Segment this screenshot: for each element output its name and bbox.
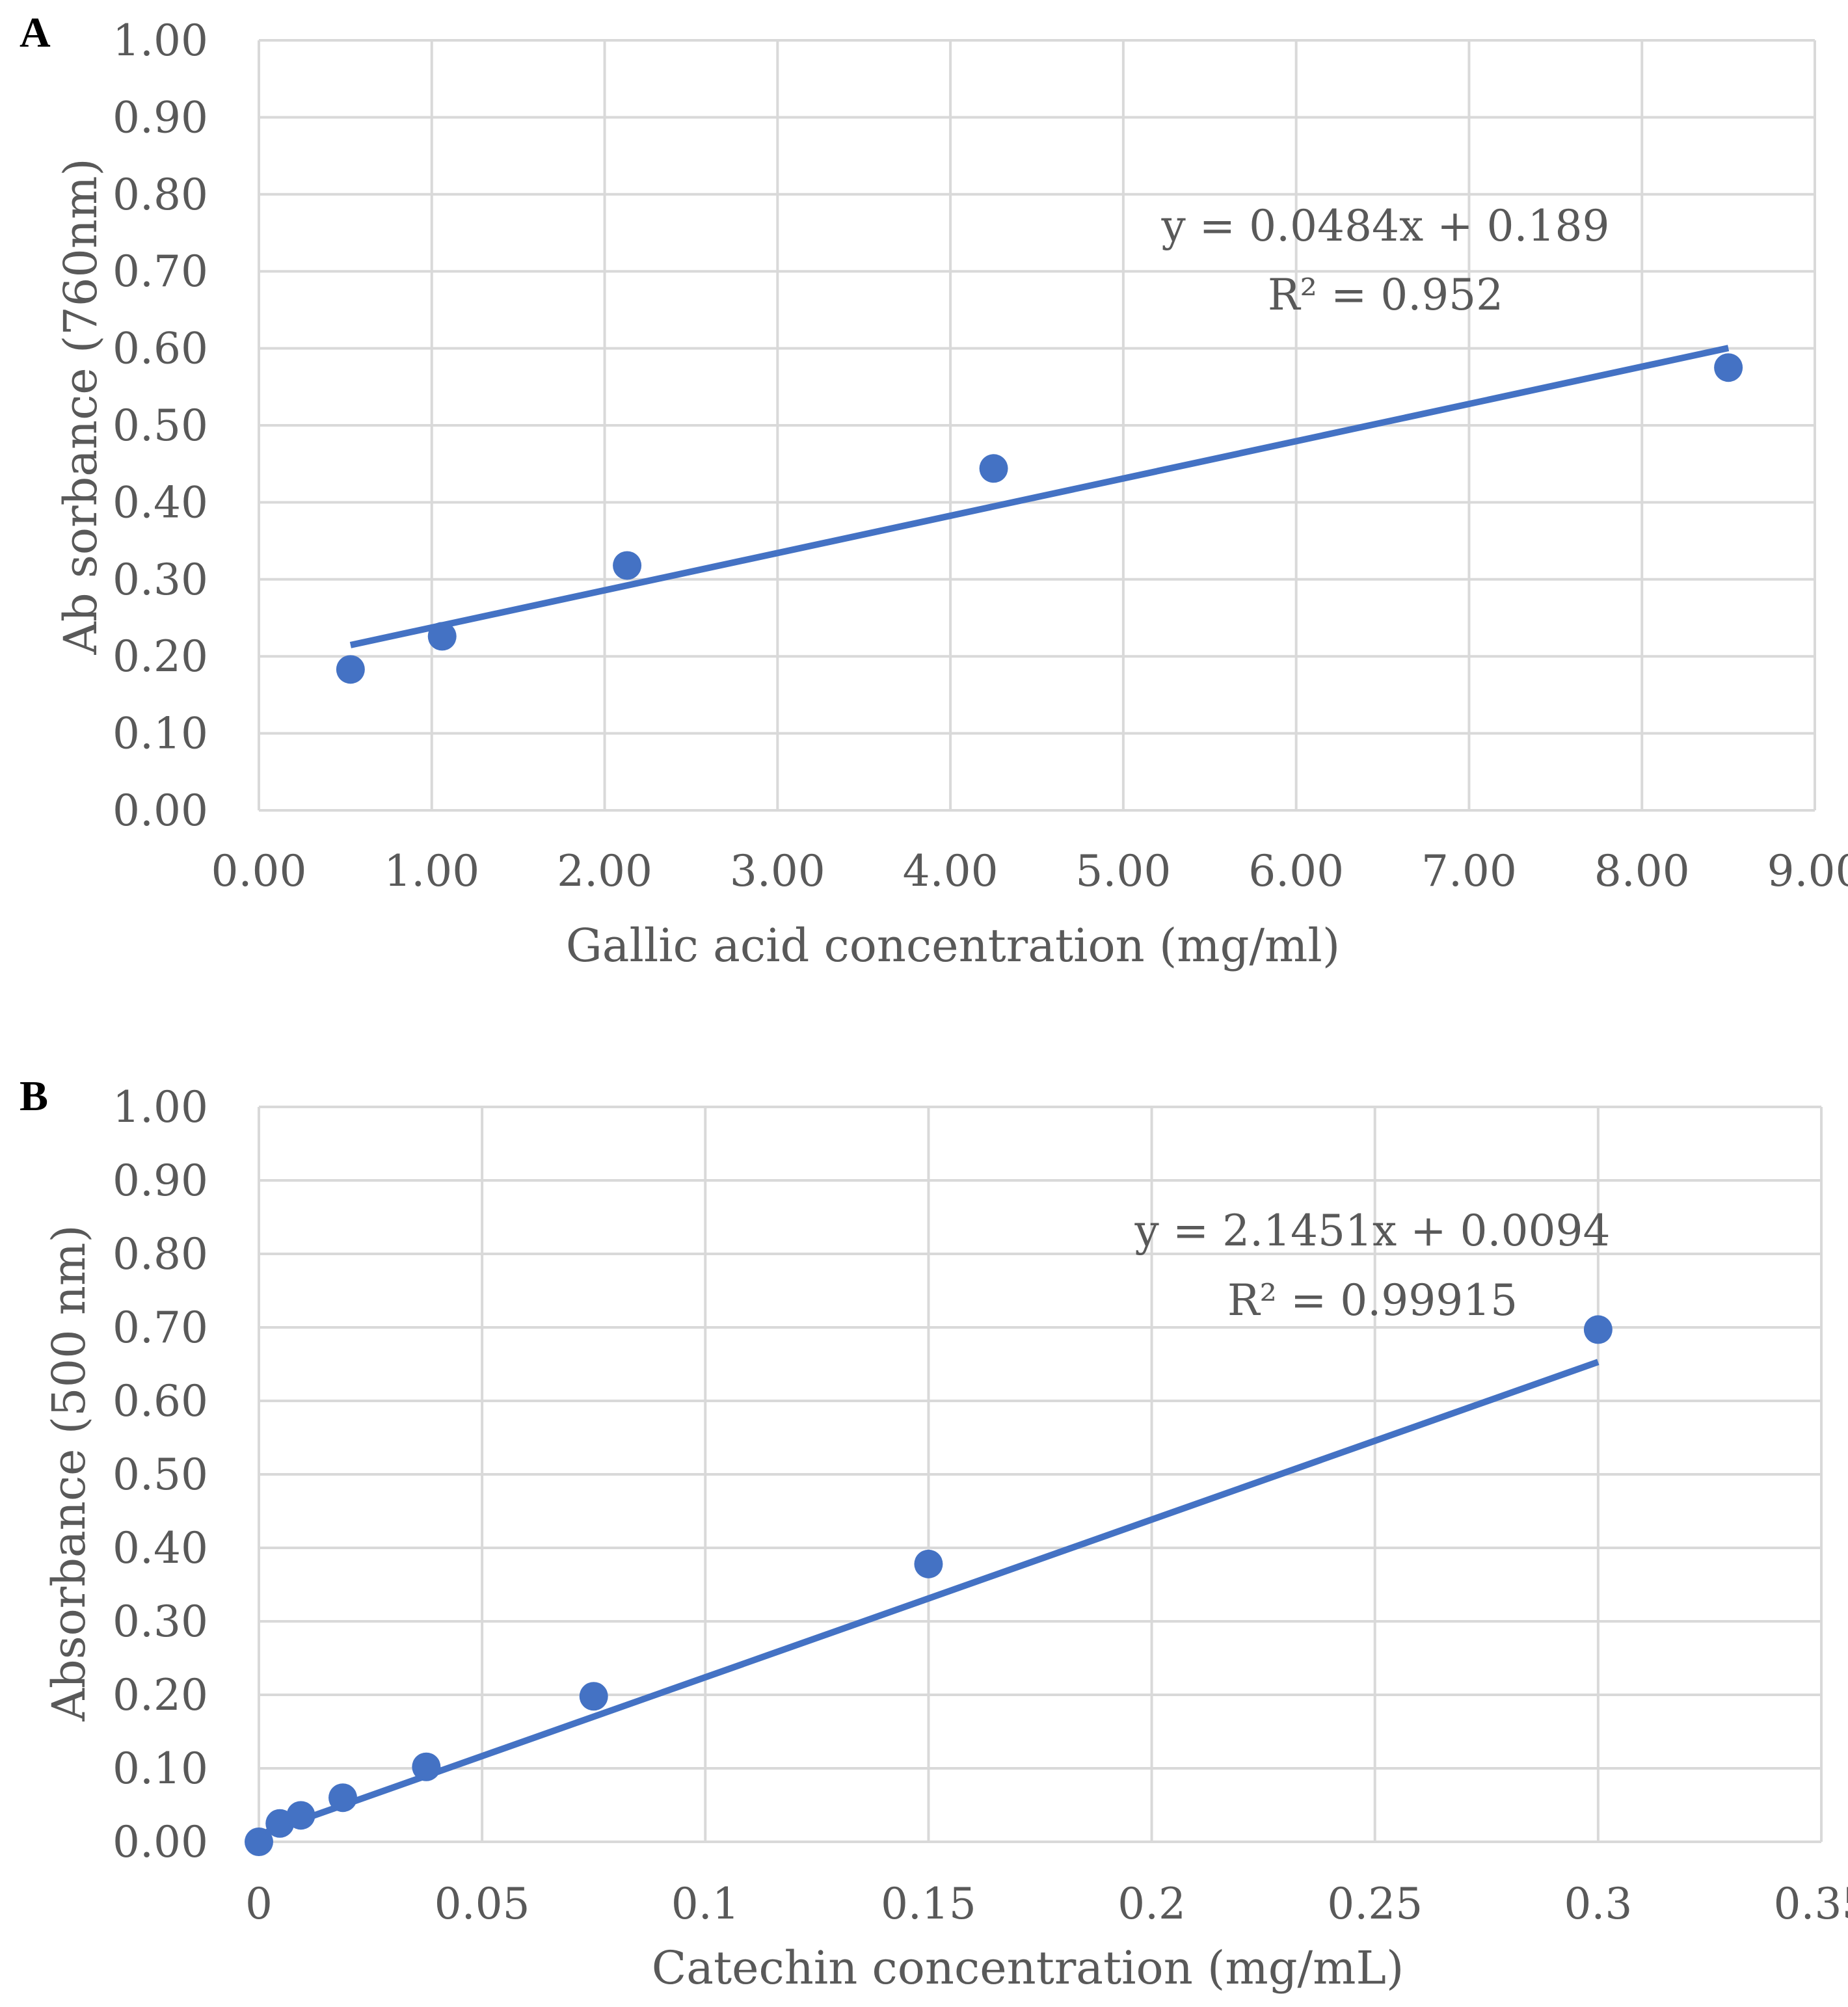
panel-b-chart: B 0 0.05 0.1 0.15 0.2 0.25 0.3 0.35 0.00 0.10 0.2… (20, 1072, 1848, 1995)
panel-b-y-tick-label: 0.70 (113, 1303, 208, 1353)
panel-a-horizontal-gridlines (259, 39, 1815, 812)
panel-b-x-tick-labels: 0 0.05 0.1 0.15 0.2 0.25 0.3 0.35 (245, 1879, 1848, 1929)
panel-a-x-tick-label: 3.00 (730, 846, 825, 896)
panel-a-x-tick-label: 9.00 (1767, 846, 1848, 896)
panel-b-y-tick-label: 0.10 (113, 1744, 208, 1794)
panel-b-y-tick-label: 0.50 (113, 1450, 208, 1500)
panel-a-data-point (427, 622, 457, 651)
panel-a-y-tick-label: 0.00 (113, 786, 208, 836)
panel-b-data-point (1583, 1315, 1613, 1344)
panel-b-x-axis-title: Catechin concentration (mg/mL) (652, 1941, 1404, 1995)
panel-a-x-tick-label: 1.00 (384, 846, 479, 896)
panel-a-y-tick-label: 0.60 (113, 324, 208, 374)
panel-b-data-point (914, 1549, 943, 1578)
panel-b-data-point (286, 1801, 315, 1830)
panel-b-x-tick-label: 0.35 (1774, 1879, 1848, 1929)
panel-a-x-tick-label: 0.00 (211, 846, 307, 896)
panel-b-x-tick-label: 0.1 (671, 1879, 740, 1929)
panel-a-data-point (613, 551, 642, 580)
panel-a-data-point (336, 655, 365, 684)
panel-b-x-tick-label: 0.05 (435, 1879, 530, 1929)
panel-b-x-tick-label: 0.25 (1327, 1879, 1423, 1929)
panel-a-x-tick-label: 8.00 (1594, 846, 1690, 896)
panel-a-trendline-equation: y = 0.0484x + 0.189 (1161, 201, 1610, 251)
panel-b-x-tick-label: 0.2 (1118, 1879, 1186, 1929)
panel-b-y-tick-label: 0.90 (113, 1156, 208, 1206)
panel-b-y-tick-label: 1.00 (113, 1082, 208, 1132)
panel-b-trendline (258, 1359, 1600, 1839)
panel-b-y-tick-label: 0.80 (113, 1229, 208, 1279)
panel-b-data-point (412, 1752, 441, 1781)
panel-b-y-tick-labels: 0.00 0.10 0.20 0.30 0.40 0.50 0.60 0.70 0.80 0.90… (113, 1082, 208, 1867)
panel-a-letter: A (20, 9, 51, 57)
panel-a-y-tick-label: 0.30 (113, 555, 208, 605)
panel-a-trendline-group (349, 345, 1730, 648)
panel-a-y-tick-label: 0.50 (113, 401, 208, 451)
panel-a-y-tick-label: 0.20 (113, 631, 208, 682)
panel-a-x-tick-label: 6.00 (1248, 846, 1344, 896)
panel-a-x-tick-label: 5.00 (1075, 846, 1171, 896)
panel-a-y-tick-label: 0.80 (113, 170, 208, 220)
panel-a-data-points (336, 353, 1743, 684)
panel-a-y-axis-title: Ab sorbance (760nm) (54, 158, 107, 655)
panel-a-x-tick-label: 2.00 (557, 846, 652, 896)
panel-b-y-tick-label: 0.40 (113, 1523, 208, 1573)
panel-b-trendline-group (258, 1359, 1600, 1839)
panel-b-r-squared: R² = 0.99915 (1227, 1275, 1518, 1325)
panel-b-y-axis-title: Absorbance (500 nm) (42, 1225, 96, 1721)
panel-b-trendline-equation: y = 2.1451x + 0.0094 (1134, 1206, 1611, 1256)
panel-a-x-tick-label: 7.00 (1421, 846, 1517, 896)
panel-b-data-point (328, 1783, 358, 1813)
panel-a-chart: A 0.00 1.00 2.00 3.00 4.00 5.00 6.00 7.00 8.00 9.… (20, 9, 1848, 972)
panel-a-y-tick-label: 0.10 (113, 709, 208, 759)
panel-a-y-tick-label: 1.00 (113, 16, 208, 66)
panel-b-y-tick-label: 0.00 (113, 1817, 208, 1867)
panel-a-y-tick-label: 0.90 (113, 92, 208, 142)
panel-a-x-axis-title: Gallic acid concentration (mg/ml) (566, 919, 1340, 972)
panel-a-trendline (349, 345, 1730, 648)
panel-b-letter: B (20, 1072, 48, 1120)
panel-a-y-tick-labels: 0.00 0.10 0.20 0.30 0.40 0.50 0.60 0.70 0.80 0.90… (113, 16, 208, 836)
panel-b-y-tick-label: 0.20 (113, 1670, 208, 1720)
panel-b-x-tick-label: 0.3 (1564, 1879, 1632, 1929)
panel-b-x-tick-label: 0.15 (881, 1879, 976, 1929)
panel-b-y-tick-label: 0.60 (113, 1376, 208, 1426)
panel-a-data-point (1714, 353, 1743, 382)
panel-a-y-tick-label: 0.40 (113, 477, 208, 527)
panel-b-horizontal-gridlines (259, 1106, 1821, 1843)
panel-b-data-points (245, 1315, 1613, 1856)
panel-a-data-point (979, 454, 1008, 483)
panel-a-x-tick-labels: 0.00 1.00 2.00 3.00 4.00 5.00 6.00 7.00 8.00 9.00 (211, 846, 1848, 896)
panel-a-r-squared: R² = 0.952 (1268, 270, 1503, 320)
panel-b-x-tick-label: 0 (245, 1879, 273, 1929)
panel-a-y-tick-label: 0.70 (113, 246, 208, 297)
panel-b-data-point (245, 1828, 273, 1856)
panel-b-data-point (579, 1682, 608, 1711)
panel-b-y-tick-label: 0.30 (113, 1597, 208, 1647)
panel-a-x-tick-label: 4.00 (903, 846, 998, 896)
